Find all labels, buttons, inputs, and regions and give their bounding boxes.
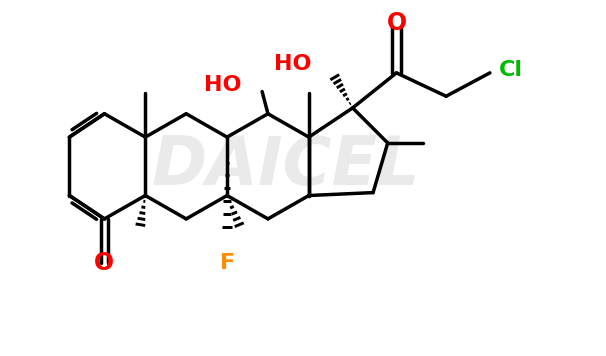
Text: Cl: Cl <box>499 60 522 80</box>
Text: O: O <box>387 11 407 35</box>
Text: O: O <box>95 251 115 275</box>
Text: HO: HO <box>204 74 242 95</box>
Text: F: F <box>219 253 235 273</box>
Text: DAICEL: DAICEL <box>152 133 420 199</box>
Text: HO: HO <box>275 54 311 74</box>
